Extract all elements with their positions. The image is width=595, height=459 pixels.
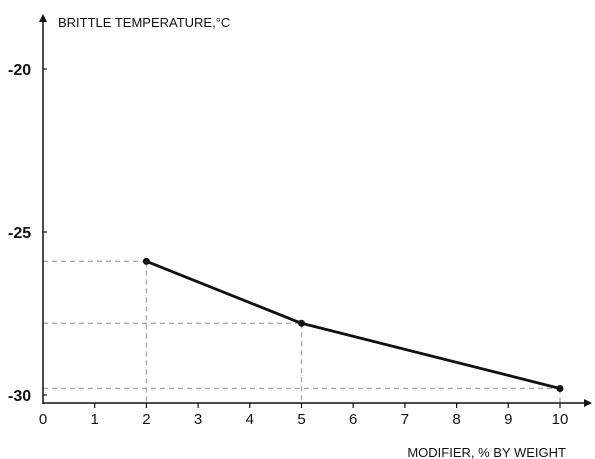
y-tick-label: -30 (8, 388, 31, 405)
series-layer (142, 257, 564, 392)
x-tick-label: 1 (91, 411, 99, 428)
data-point (556, 384, 564, 392)
x-tick-label: 0 (39, 411, 47, 428)
dashed-guide-lines (43, 260, 561, 403)
y-axis-ticks: -20 -25 -30 (8, 62, 47, 405)
x-tick-label: 7 (401, 411, 409, 428)
data-point (298, 319, 305, 327)
x-tick-label: 6 (349, 411, 357, 428)
x-tick-label: 3 (194, 411, 202, 428)
y-axis-arrowhead (39, 14, 47, 22)
y-axis-title: BRITTLE TEMPERATURE,°C (58, 15, 230, 30)
series-line (145, 260, 561, 390)
x-axis-title: MODIFIER, % BY WEIGHT (407, 445, 566, 459)
x-tick-label: 5 (297, 411, 305, 428)
x-tick-label: 2 (142, 411, 150, 428)
x-tick-label: 10 (552, 411, 569, 428)
x-tick-label: 9 (504, 411, 512, 428)
x-axis-ticks: 0 1 2 3 4 5 6 7 8 9 10 (39, 403, 569, 428)
x-tick-label: 4 (246, 411, 254, 428)
data-point (142, 257, 150, 265)
y-tick-label: -25 (8, 225, 31, 242)
x-tick-label: 8 (452, 411, 460, 428)
x-axis-arrowhead (584, 399, 592, 407)
y-tick-label: -20 (8, 62, 31, 79)
